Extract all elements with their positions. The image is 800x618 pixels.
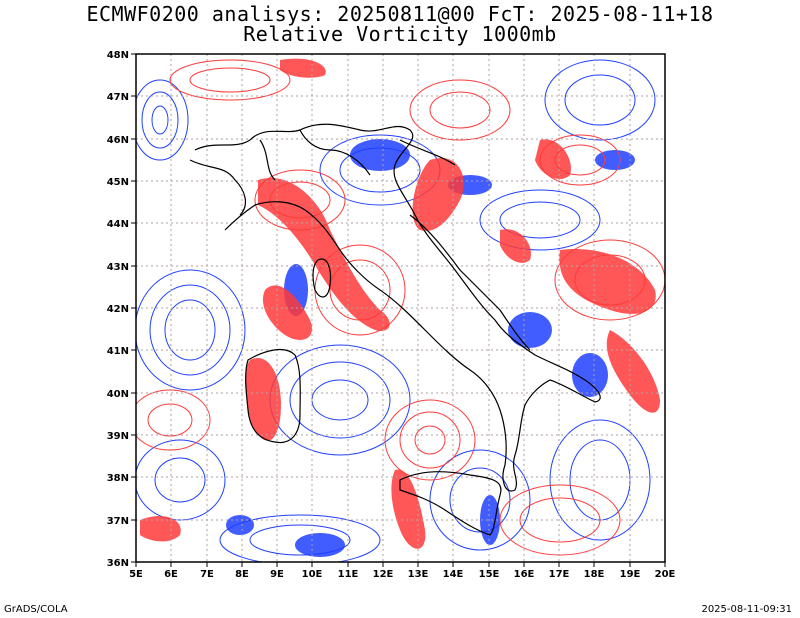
lon-label: 13E <box>408 569 429 580</box>
lat-label: 37N <box>107 516 129 527</box>
lat-labels: 36N 37N 38N 39N 40N 41N 42N 43N 44N 45N … <box>107 50 129 569</box>
title-line-1: ECMWF0200 analisys: 20250811@00 FcT: 202… <box>86 2 714 26</box>
lon-label: 16E <box>514 569 535 580</box>
lon-label: 9E <box>270 569 284 580</box>
lat-label: 42N <box>107 304 129 315</box>
alpine-borders <box>189 129 456 216</box>
lat-label: 41N <box>107 346 129 357</box>
lat-label: 44N <box>107 219 129 230</box>
lat-label: 48N <box>107 50 129 61</box>
corsica-outline <box>312 258 332 298</box>
lat-label: 45N <box>107 177 129 188</box>
lat-label: 46N <box>107 135 129 146</box>
footer-timestamp: 2025-08-11-09:31 <box>701 604 792 615</box>
lon-label: 15E <box>479 569 500 580</box>
lon-label: 10E <box>302 569 323 580</box>
lat-label: 43N <box>107 262 129 273</box>
balkan-coast <box>409 214 531 351</box>
lon-label: 18E <box>584 569 605 580</box>
lat-label: 38N <box>107 473 129 484</box>
lon-label: 8E <box>235 569 249 580</box>
lon-label: 14E <box>443 569 464 580</box>
lon-label: 17E <box>549 569 570 580</box>
lon-label: 11E <box>338 569 359 580</box>
lon-label: 19E <box>620 569 641 580</box>
lat-label: 36N <box>107 558 129 569</box>
lat-label: 47N <box>107 92 129 103</box>
lon-label: 6E <box>164 569 178 580</box>
lat-label: 40N <box>107 389 129 400</box>
coastlines <box>189 123 601 536</box>
italy-peninsula-outline <box>194 123 601 492</box>
lon-label: 7E <box>200 569 214 580</box>
footer-credit: GrADS/COLA <box>4 604 68 615</box>
lon-labels: 5E 6E 7E 8E 9E 10E 11E 12E 13E 14E 15E 1… <box>129 569 675 580</box>
negative-cores <box>226 139 635 557</box>
title-line-2: Relative Vorticity 1000mb <box>243 22 557 46</box>
sicily-outline <box>399 471 502 536</box>
lon-label: 12E <box>373 569 394 580</box>
lon-label: 5E <box>129 569 143 580</box>
lat-label: 39N <box>107 431 129 442</box>
contour-field <box>136 54 665 562</box>
lon-label: 20E <box>655 569 676 580</box>
sardinia-outline <box>245 348 301 444</box>
tick-marks <box>131 53 666 567</box>
